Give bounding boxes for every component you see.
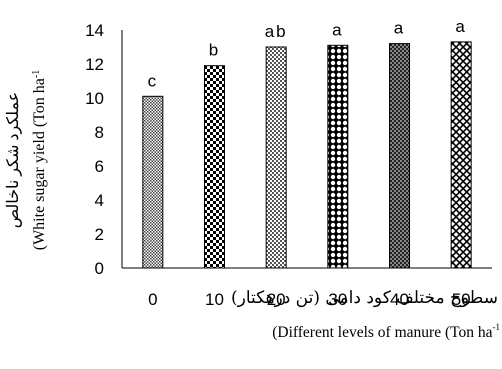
y-tick-label: 6 [95, 157, 104, 176]
y-axis-label-fa: عملکرد شکر ناخالص [5, 92, 22, 229]
x-axis-label-fa: سطوح مختلف کود دامی (تن درهکتار) [140, 288, 498, 308]
y-tick-labels: 0 2 4 6 8 10 12 14 [85, 21, 104, 278]
significance-letter: a [455, 17, 466, 36]
bars [143, 42, 471, 268]
y-tick-label: 12 [85, 55, 104, 74]
significance-letter: c [148, 71, 159, 90]
bar-10 [205, 66, 225, 268]
bar-50 [451, 42, 471, 268]
significance-letter: a [394, 19, 405, 38]
y-tick-label: 4 [95, 191, 104, 210]
significance-letter: b [209, 41, 220, 60]
bar-40 [390, 44, 410, 268]
y-tick-label: 14 [85, 21, 104, 40]
y-tick-label: 2 [95, 225, 104, 244]
y-tick-label: 0 [95, 259, 104, 278]
bar-0 [143, 96, 163, 268]
bar-30 [328, 45, 348, 268]
significance-letter: a [332, 20, 343, 39]
bar-20 [266, 47, 286, 268]
significance-letters: c b ab a a a [148, 17, 467, 90]
x-axis-label-en: (Different levels of manure (Ton ha-1 [150, 322, 500, 342]
y-tick-label: 8 [95, 123, 104, 142]
significance-letter: ab [265, 22, 288, 41]
y-axis-label-en: (White sugar yield (Ton ha-1 [31, 70, 49, 251]
y-tick-label: 10 [85, 89, 104, 108]
